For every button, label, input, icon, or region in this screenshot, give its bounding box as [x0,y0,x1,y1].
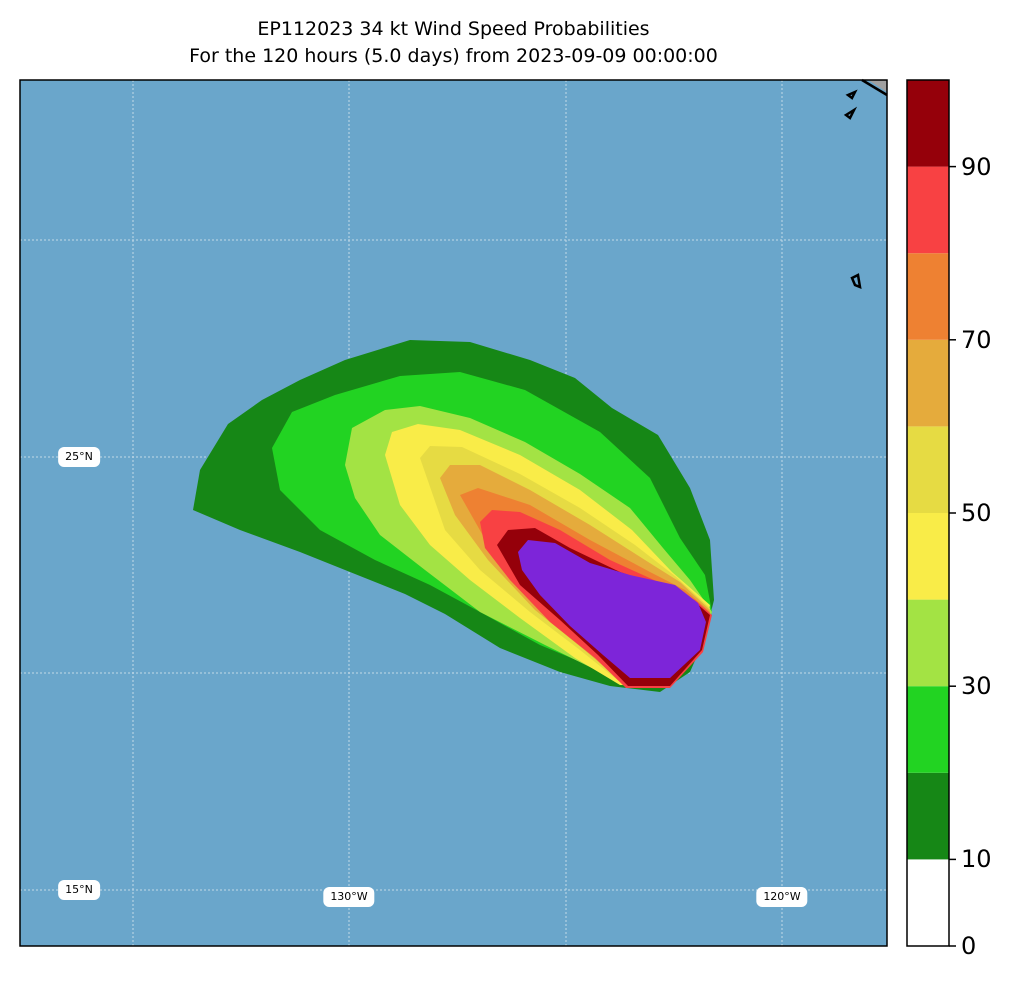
colorbar-tick-label: 90 [961,152,992,181]
probability-contours [193,340,714,692]
colorbar [906,79,956,947]
map-frame [19,79,888,947]
colorbar-tick-label: 0 [961,932,977,960]
colorbar-band-50-60 [907,426,949,513]
colorbar-band-20-30 [907,686,949,773]
lon-label-130w: 130°W [323,887,375,907]
colorbar-band-60-70 [907,339,949,427]
colorbar-band-10-20 [907,772,949,860]
colorbar-band-90-100 [907,80,949,167]
coastline [843,78,888,289]
colorbar-band-30-40 [907,599,949,687]
colorbar-band-0-10 [907,859,949,946]
colorbar-tick-label: 10 [961,845,992,874]
colorbar-band-80-90 [907,166,949,254]
land-corner [868,80,887,92]
lat-label-15n: 15°N [58,880,100,900]
colorbar-band-40-50 [907,513,949,600]
lat-label-25n: 25°N [58,447,100,467]
map-subtitle: For the 120 hours (5.0 days) from 2023-0… [189,45,718,67]
map-title: EP112023 34 kt Wind Speed Probabilities [257,18,650,40]
colorbar-tick-label: 70 [961,325,992,354]
contour-90-100 [518,540,706,678]
colorbar-tick-label: 30 [961,672,992,701]
colorbar-tick-label: 50 [961,499,992,527]
colorbar-band-70-80 [907,253,949,340]
lon-label-120w: 120°W [756,887,808,907]
